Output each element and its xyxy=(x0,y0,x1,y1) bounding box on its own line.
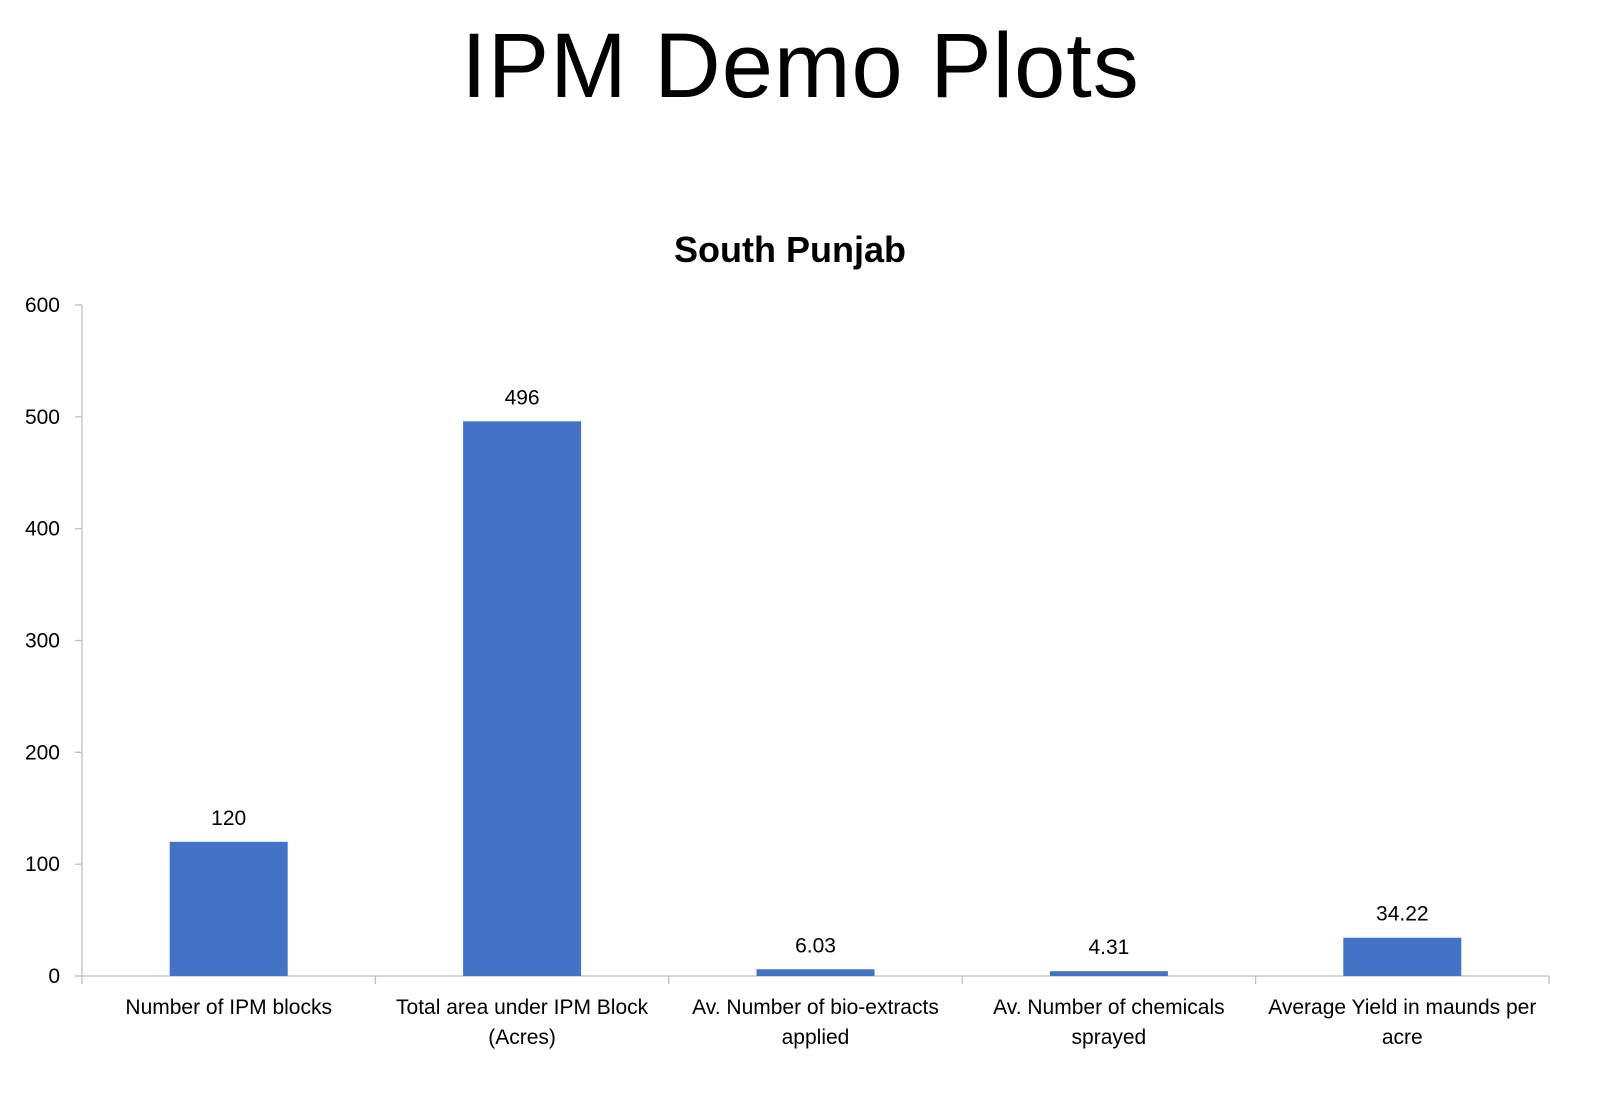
data-label: 120 xyxy=(211,807,246,830)
y-tick-label: 300 xyxy=(25,630,60,653)
data-label: 4.31 xyxy=(1088,936,1129,959)
bar xyxy=(169,841,288,976)
chart-title: South Punjab xyxy=(674,229,906,270)
x-category-label: Av. Number of bio-extracts applied xyxy=(692,996,939,1049)
y-tick-label: 0 xyxy=(48,965,60,988)
x-category-label-line: sprayed xyxy=(1072,1026,1147,1049)
y-tick-label: 400 xyxy=(25,518,60,541)
x-category-label-line: Average Yield in maunds per xyxy=(1268,996,1536,1019)
data-label: 6.03 xyxy=(795,934,836,957)
data-label: 496 xyxy=(505,386,540,409)
x-category-label: Total area under IPM Block (Acres) xyxy=(396,996,649,1049)
y-tick-label: 600 xyxy=(25,294,60,317)
bar xyxy=(463,421,582,977)
data-label: 34.22 xyxy=(1376,903,1429,926)
bar xyxy=(756,969,875,976)
x-category-label-line: Total area under IPM Block xyxy=(396,996,649,1019)
x-category-label-line: Av. Number of chemicals xyxy=(993,996,1224,1019)
x-category-label-line: Av. Number of bio-extracts xyxy=(692,996,939,1019)
x-category-label-line: (Acres) xyxy=(488,1026,556,1049)
y-tick-label: 500 xyxy=(25,406,60,429)
x-category-label-line: applied xyxy=(782,1026,850,1049)
y-tick-label: 100 xyxy=(25,853,60,876)
slide-title: IPM Demo Plots xyxy=(461,15,1140,117)
x-category-label-line: acre xyxy=(1382,1026,1423,1049)
x-category-label: Av. Number of chemicals sprayed xyxy=(993,996,1224,1049)
bar xyxy=(1049,971,1168,976)
bar xyxy=(1343,937,1462,976)
y-tick-label: 200 xyxy=(25,741,60,764)
x-category-label: Number of IPM blocks xyxy=(125,996,332,1019)
x-category-label: Average Yield in maunds per acre xyxy=(1268,996,1536,1049)
x-category-label-line: Number of IPM blocks xyxy=(125,996,332,1019)
